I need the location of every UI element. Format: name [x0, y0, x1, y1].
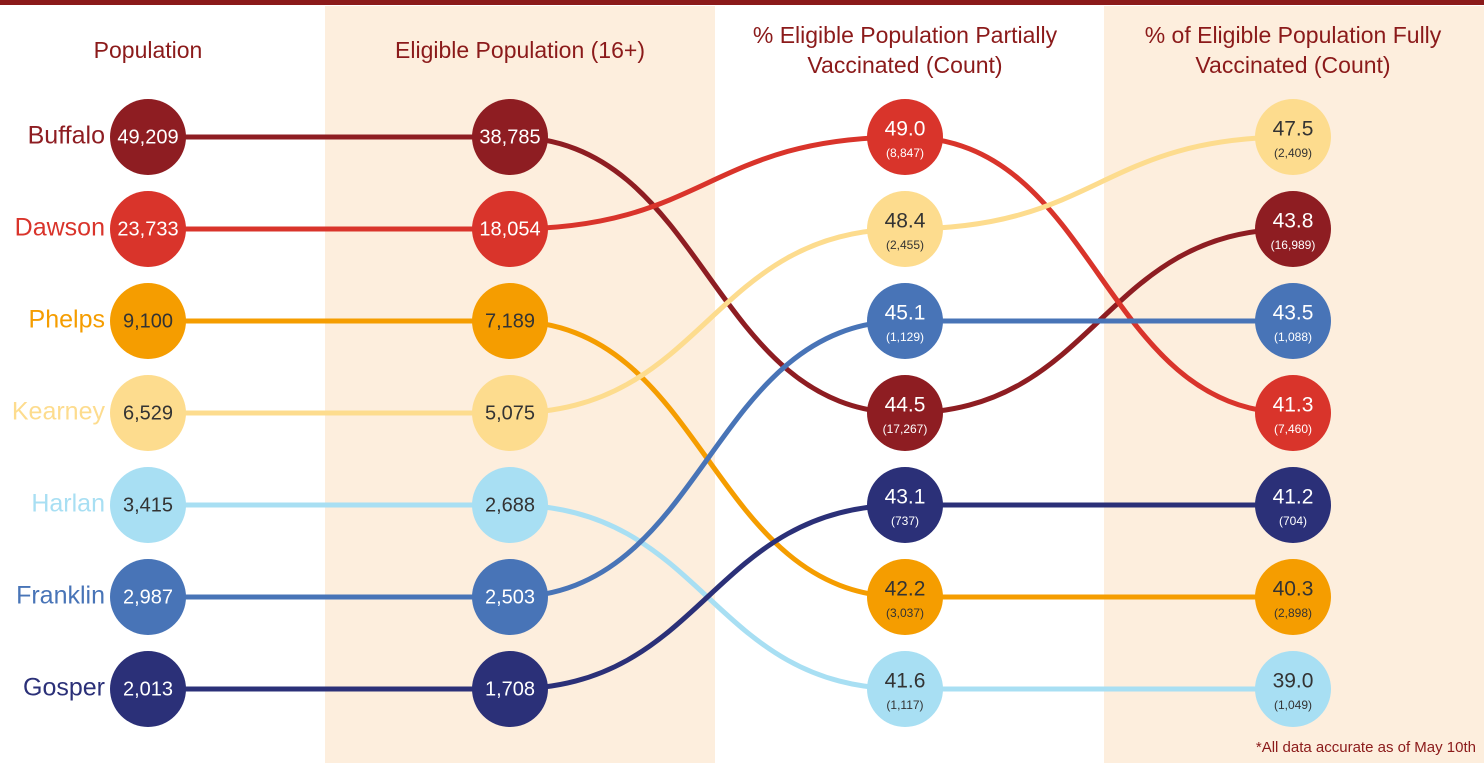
node [867, 283, 943, 359]
county-label: Franklin [16, 582, 105, 610]
node [472, 283, 548, 359]
connector [904, 134, 1294, 232]
connector [509, 502, 906, 692]
connector-group [147, 134, 1294, 692]
node-count: (3,037) [886, 606, 924, 620]
node [1255, 99, 1331, 175]
county-label: Kearney [12, 398, 106, 426]
node [472, 467, 548, 543]
node [1255, 191, 1331, 267]
node [110, 283, 186, 359]
node-group: Buffalo 49,209 38,785 44.5 (17,267) 43.8 (16,9… [12, 99, 1331, 727]
node-value: 3,415 [123, 494, 173, 516]
county-label: Gosper [23, 674, 105, 702]
node-count: (1,049) [1274, 698, 1312, 712]
node [472, 191, 548, 267]
node-value: 6,529 [123, 402, 173, 424]
node-value: 41.6 [885, 670, 926, 693]
node [1255, 283, 1331, 359]
node-value: 43.8 [1273, 210, 1314, 233]
connector [904, 134, 1294, 416]
column-title: Population [93, 37, 203, 63]
column-title: % of Eligible Population Fully Vaccinate… [1144, 22, 1442, 78]
node-value: 9,100 [123, 310, 173, 332]
node-value: 7,189 [485, 310, 535, 332]
column-title: % Eligible Population Partially Vaccinat… [752, 22, 1058, 78]
node-count: (8,847) [886, 146, 924, 160]
node-count: (17,267) [883, 422, 928, 436]
top-rule [0, 0, 1484, 5]
node-value: 5,075 [485, 402, 535, 424]
node-value: 2,688 [485, 494, 535, 516]
node-value: 2,987 [123, 586, 173, 608]
county-label: Phelps [29, 306, 105, 334]
node [1255, 651, 1331, 727]
node-value: 45.1 [885, 302, 926, 325]
node-value: 38,785 [479, 126, 540, 148]
node-value: 39.0 [1273, 670, 1314, 693]
node-count: (1,129) [886, 330, 924, 344]
node-count: (1,088) [1274, 330, 1312, 344]
node [867, 99, 943, 175]
node-value: 40.3 [1273, 578, 1314, 601]
column-title: Eligible Population (16+) [395, 37, 645, 63]
node [110, 467, 186, 543]
node [472, 99, 548, 175]
node [1255, 559, 1331, 635]
node-value: 48.4 [885, 210, 926, 233]
node-count: (2,898) [1274, 606, 1312, 620]
node [867, 651, 943, 727]
node [110, 651, 186, 727]
node-value: 41.2 [1273, 486, 1314, 509]
county-label: Harlan [31, 490, 105, 518]
node-value: 47.5 [1273, 118, 1314, 141]
node [472, 375, 548, 451]
node-value: 1,708 [485, 678, 535, 700]
county-label: Buffalo [28, 122, 105, 150]
node-count: (2,409) [1274, 146, 1312, 160]
node-count: (16,989) [1271, 238, 1316, 252]
node [110, 191, 186, 267]
node [867, 559, 943, 635]
node-value: 43.1 [885, 486, 926, 509]
node [472, 559, 548, 635]
node-count: (704) [1279, 514, 1307, 528]
node-value: 41.3 [1273, 394, 1314, 417]
node-count: (2,455) [886, 238, 924, 252]
node-value: 49,209 [117, 126, 178, 148]
node-value: 43.5 [1273, 302, 1314, 325]
node [110, 375, 186, 451]
node [472, 651, 548, 727]
node-count: (7,460) [1274, 422, 1312, 436]
node [1255, 467, 1331, 543]
node [110, 559, 186, 635]
connector [509, 318, 906, 600]
node-value: 2,013 [123, 678, 173, 700]
node-count: (737) [891, 514, 919, 528]
node-value: 44.5 [885, 394, 926, 417]
node [867, 375, 943, 451]
node-value: 42.2 [885, 578, 926, 601]
node [867, 191, 943, 267]
node [110, 99, 186, 175]
county-label: Dawson [15, 214, 105, 242]
connector [509, 134, 906, 416]
connector [509, 134, 906, 232]
node-value: 49.0 [885, 118, 926, 141]
node-count: (1,117) [886, 698, 923, 712]
connector [509, 226, 906, 416]
node-value: 23,733 [117, 218, 178, 240]
node-value: 18,054 [479, 218, 540, 240]
footnote: *All data accurate as of May 10th [1256, 739, 1476, 756]
node-value: 2,503 [485, 586, 535, 608]
node [867, 467, 943, 543]
node [1255, 375, 1331, 451]
